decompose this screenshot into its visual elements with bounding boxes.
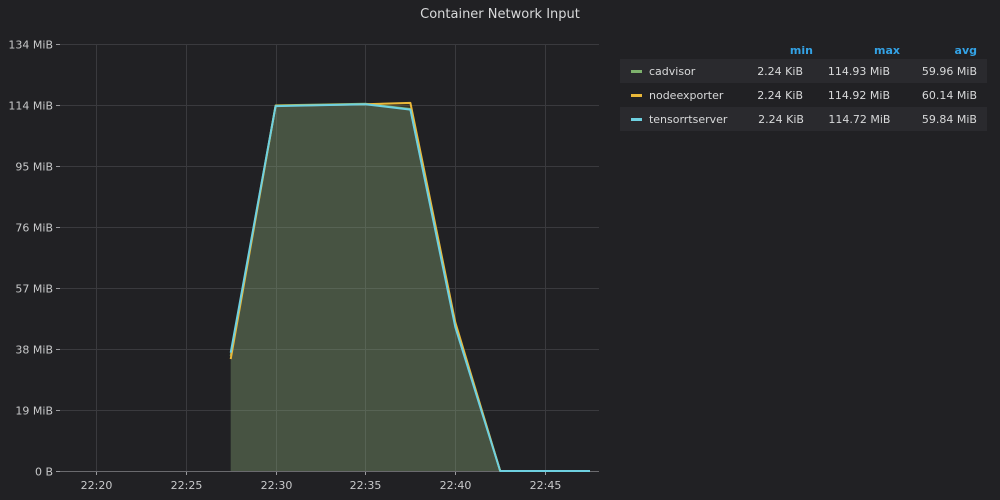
fill-layer xyxy=(230,102,590,472)
x-tick-label: 22:20 xyxy=(81,479,113,492)
panel-title: Container Network Input xyxy=(420,7,580,22)
grid-layer xyxy=(60,44,599,472)
legend-max-value: 114.92 MiB xyxy=(827,88,890,102)
legend-avg-value: 60.14 MiB xyxy=(921,88,977,102)
y-tick-label: 134 MiB xyxy=(8,39,53,52)
legend-rows: cadvisor 2.24 KiB 114.93 MiB 59.96 MiB n… xyxy=(620,59,987,131)
legend-swatch-icon xyxy=(631,93,642,97)
legend-min-value: 2.24 KiB xyxy=(758,112,804,126)
legend-min-value: 2.24 KiB xyxy=(757,64,803,78)
series-line-tensorrtserver xyxy=(229,103,590,472)
series-area-nodeexporter xyxy=(230,102,590,472)
y-tick-label: 95 MiB xyxy=(15,161,53,174)
x-tick-label: 22:35 xyxy=(350,479,382,492)
legend-series-name[interactable]: tensorrtserver xyxy=(648,112,728,126)
legend-swatch-icon xyxy=(631,69,642,73)
legend-min-value: 2.24 KiB xyxy=(757,88,803,102)
legend-avg-value: 59.84 MiB xyxy=(921,112,977,126)
x-tick-label: 22:30 xyxy=(261,479,293,492)
legend-max-value: 114.93 MiB xyxy=(827,64,890,78)
legend-swatch-icon xyxy=(631,117,642,121)
legend-header-min[interactable]: min xyxy=(789,44,813,57)
axis-layer: 0 B 19 MiB 38 MiB 57 MiB 76 MiB 95 MiB 114 MiB… xyxy=(8,39,599,492)
legend-max-value: 114.72 MiB xyxy=(828,112,891,126)
y-tick-label: 76 MiB xyxy=(15,222,53,235)
legend-header: min max avg xyxy=(620,42,987,59)
line-layer xyxy=(229,101,590,472)
legend-header-max[interactable]: max xyxy=(874,44,900,57)
y-tick-label: 19 MiB xyxy=(15,405,53,418)
y-tick-label: 57 MiB xyxy=(15,283,53,296)
legend-series-name[interactable]: nodeexporter xyxy=(649,88,724,102)
series-area-cadvisor xyxy=(230,103,590,472)
legend-avg-value: 59.96 MiB xyxy=(921,64,977,78)
legend-row-nodeexporter[interactable]: nodeexporter 2.24 KiB 114.92 MiB 60.14 M… xyxy=(620,83,987,107)
legend-header-avg[interactable]: avg xyxy=(954,44,977,57)
legend: min max avg cadvisor 2.24 KiB 114.93 MiB… xyxy=(620,42,987,131)
x-tick-label: 22:40 xyxy=(440,479,472,492)
y-tick-label: 114 MiB xyxy=(8,100,53,113)
x-tick-label: 22:45 xyxy=(530,479,562,492)
series-area-tensorrtserver xyxy=(230,104,590,471)
legend-row-cadvisor[interactable]: cadvisor 2.24 KiB 114.93 MiB 59.96 MiB xyxy=(620,59,987,83)
legend-series-name[interactable]: cadvisor xyxy=(649,64,696,78)
x-tick-label: 22:25 xyxy=(171,479,203,492)
legend-row-tensorrtserver[interactable]: tensorrtserver 2.24 KiB 114.72 MiB 59.84… xyxy=(620,107,987,131)
y-tick-label: 38 MiB xyxy=(15,344,53,357)
y-tick-label: 0 B xyxy=(35,466,53,479)
